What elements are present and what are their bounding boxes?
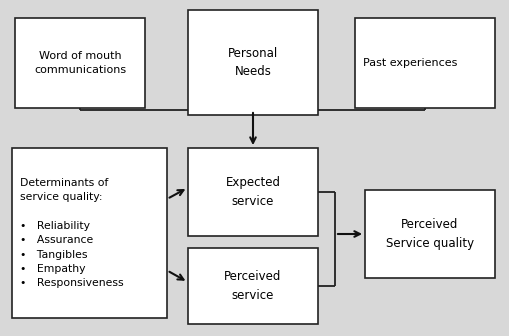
Text: Expected
service: Expected service xyxy=(225,176,280,208)
Bar xyxy=(355,18,495,108)
Text: Word of mouth
communications: Word of mouth communications xyxy=(34,51,126,75)
Text: Past experiences: Past experiences xyxy=(363,58,458,68)
Bar xyxy=(188,10,318,115)
Bar xyxy=(15,18,145,108)
Text: Perceived
Service quality: Perceived Service quality xyxy=(386,218,474,250)
Text: Personal
Needs: Personal Needs xyxy=(228,47,278,78)
Text: Perceived
service: Perceived service xyxy=(224,270,281,302)
Bar xyxy=(188,248,318,324)
Text: Determinants of
service quality:

•   Reliability
•   Assurance
•   Tangibles
• : Determinants of service quality: • Relia… xyxy=(20,178,124,288)
Bar xyxy=(12,148,167,318)
Bar xyxy=(188,148,318,236)
Bar xyxy=(365,190,495,278)
